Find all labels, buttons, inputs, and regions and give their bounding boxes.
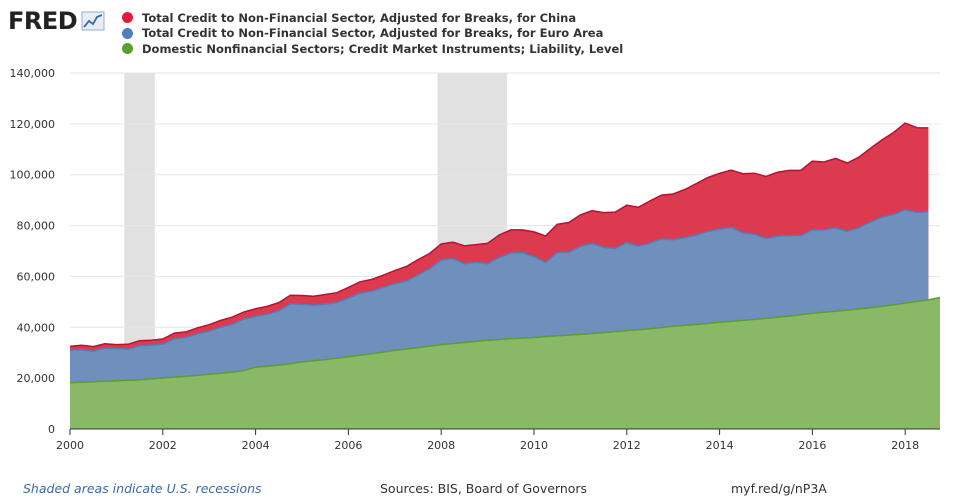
axes: 0 20,000 40,000 60,000 80,000 100,000 120,000 1… [10, 67, 940, 452]
series-line-0 [69, 122, 929, 348]
legend-swatch-euro-area [122, 27, 133, 39]
sources-text: Sources: BIS, Board of Governors [380, 481, 588, 496]
y-tick-label-3: 60,000 [17, 270, 56, 283]
legend-swatch-china [122, 12, 133, 24]
series-areas [69, 122, 941, 429]
series-line-1 [69, 209, 929, 352]
legend-item-china[interactable]: Total Credit to Non-Financial Sector, Ad… [122, 10, 623, 26]
y-tick-label-6: 120,000 [10, 118, 56, 131]
x-tick-label-1: 2002 [149, 439, 177, 452]
legend-label-domestic: Domestic Nonfinancial Sectors; Credit Ma… [142, 41, 624, 56]
y-tick-label-4: 80,000 [17, 220, 56, 233]
logo-text: FRED [8, 7, 78, 35]
series-area-2 [70, 297, 940, 429]
x-tick-label-9: 2018 [891, 439, 919, 452]
series-line-2 [69, 296, 941, 384]
x-tick-label-0: 2000 [56, 439, 84, 452]
y-tick-label-7: 140,000 [10, 67, 56, 80]
recession-note: Shaded areas indicate U.S. recessions [23, 481, 262, 496]
short-url-link[interactable]: myf.red/g/nP3A [731, 481, 827, 496]
chart-legend: Total Credit to Non-Financial Sector, Ad… [122, 10, 623, 57]
y-tick-label-0: 0 [48, 423, 55, 436]
line-chart-icon [81, 11, 105, 31]
x-tick-label-2: 2004 [242, 439, 270, 452]
x-tick-label-3: 2006 [334, 439, 362, 452]
x-tick-label-7: 2014 [706, 439, 734, 452]
legend-label-euro-area: Total Credit to Non-Financial Sector, Ad… [142, 26, 604, 41]
x-tick-label-8: 2016 [798, 439, 826, 452]
x-tick-label-4: 2008 [427, 439, 455, 452]
y-tick-label-1: 20,000 [17, 372, 56, 385]
x-tick-label-5: 2010 [520, 439, 548, 452]
legend-item-domestic[interactable]: Domestic Nonfinancial Sectors; Credit Ma… [122, 41, 623, 57]
y-tick-label-5: 100,000 [10, 169, 56, 182]
legend-swatch-domestic [122, 43, 133, 55]
y-tick-label-2: 40,000 [17, 321, 56, 334]
legend-item-euro-area[interactable]: Total Credit to Non-Financial Sector, Ad… [122, 26, 623, 42]
x-tick-label-6: 2012 [613, 439, 641, 452]
legend-label-china: Total Credit to Non-Financial Sector, Ad… [142, 10, 577, 25]
fred-logo[interactable]: FRED [8, 6, 105, 36]
